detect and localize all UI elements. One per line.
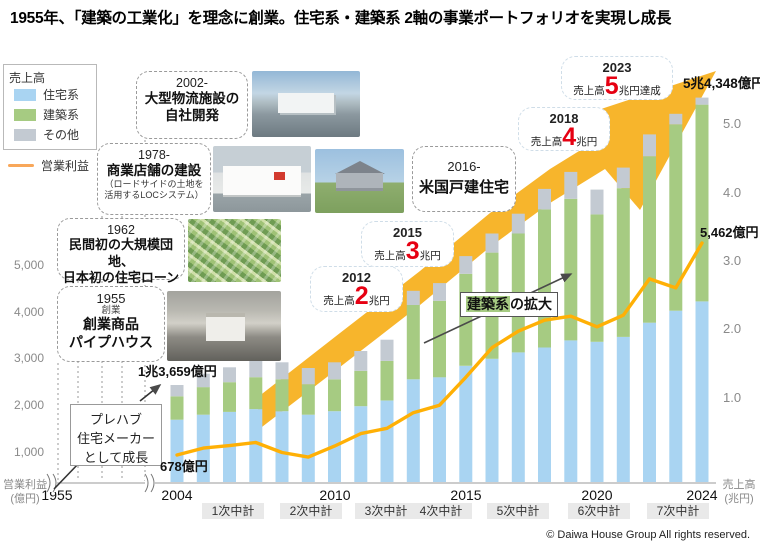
store-sign-shape	[273, 172, 285, 181]
revenue-2024-label: 5兆4,348億円	[683, 76, 760, 91]
copyright-footer: © Daiwa House Group All rights reserved.	[546, 529, 750, 541]
pipe-house-photo	[167, 291, 281, 361]
history-1978-box: 1978- 商業店舗の建設 （ロードサイドの土地を 活用するLOCシステム）	[97, 143, 211, 215]
roadside-store-photo	[213, 146, 311, 212]
midterm-plan-7: 7次中計	[647, 503, 709, 519]
midterm-plan-2: 2次中計	[280, 503, 342, 519]
profit-line-swatch	[8, 164, 34, 167]
housing-complex-aerial-photo	[188, 219, 281, 282]
history-2016-box: 2016- 米国戸建住宅	[412, 146, 516, 212]
store-building-shape	[222, 165, 302, 195]
legend-item-housing: 住宅系	[14, 86, 79, 103]
x-label-2020: 2020	[581, 487, 613, 503]
legend-sales-title: 売上高	[9, 71, 46, 85]
x-label-2024: 2024	[686, 487, 718, 503]
revenue-2004-label: 1兆3,659億円	[138, 364, 217, 379]
right-axis-tick-5: 5.0	[723, 116, 742, 131]
right-axis-tick-4: 4.0	[723, 185, 742, 200]
milestone-2023-bubble: 2023 売上高 5 兆円達成	[561, 56, 673, 100]
us-house-photo	[315, 149, 404, 213]
housing-swatch	[14, 88, 36, 101]
x-label-2015: 2015	[450, 487, 482, 503]
construction-swatch	[14, 108, 36, 121]
x-label-2004: 2004	[161, 487, 193, 503]
profit-2024-label: 5,462億円	[700, 225, 759, 240]
x-label-2010: 2010	[319, 487, 351, 503]
left-axis-title: 営業利益 (億円)	[3, 479, 47, 505]
history-1962-box: 1962 民間初の大規模団地、 日本初の住宅ローン	[57, 218, 185, 285]
house-roof-shape	[334, 160, 385, 174]
midterm-plan-6: 6次中計	[568, 503, 630, 519]
milestone-2018-bubble: 2018 売上高 4 兆円	[518, 107, 610, 151]
page-title: 1955年、「建築の工業化」を理念に創業。住宅系・建築系 2軸の事業ポートフォリ…	[10, 10, 672, 27]
right-axis-tick-3: 3.0	[723, 253, 742, 268]
midterm-plan-3: 3次中計	[355, 503, 417, 519]
midterm-plan-4: 4次中計	[410, 503, 472, 519]
midterm-plan-1: 1次中計	[202, 503, 264, 519]
left-axis-tick-1000: 1,000	[13, 445, 44, 459]
right-axis-title: 売上高 (兆円)	[722, 479, 756, 505]
right-axis-tick-2: 2.0	[723, 321, 742, 336]
pipe-house-shape	[205, 313, 245, 342]
midterm-plan-5: 5次中計	[487, 503, 549, 519]
logistics-building-shape	[277, 93, 335, 114]
legend-item-construction: 建築系	[14, 106, 79, 123]
legend-item-profit: 営業利益	[8, 157, 89, 174]
history-1955-box: 1955 創業 創業商品 パイプハウス	[57, 286, 165, 362]
other-swatch	[14, 128, 36, 141]
logistics-facility-photo	[252, 71, 360, 137]
profit-2004-label: 678億円	[160, 459, 208, 474]
left-axis-tick-3000: 3,000	[13, 351, 44, 365]
milestone-2012-bubble: 2012 売上高 2 兆円	[310, 266, 403, 312]
prefab-growth-note: プレハブ 住宅メーカー として成長	[70, 404, 162, 466]
house-body-shape	[336, 173, 383, 192]
milestone-2015-bubble: 2015 売上高 3 兆円	[361, 221, 454, 267]
left-axis-tick-5000: 5,000	[13, 258, 44, 272]
left-axis-tick-4000: 4,000	[13, 305, 44, 319]
construction-expansion-note: 建築系の拡大	[460, 292, 558, 317]
aerial-texture	[188, 219, 281, 282]
legend-item-other: その他	[14, 126, 79, 143]
right-axis-tick-1: 1.0	[723, 390, 742, 405]
history-2002-box: 2002- 大型物流施設の 自社開発	[136, 71, 248, 139]
left-axis-tick-2000: 2,000	[13, 398, 44, 412]
